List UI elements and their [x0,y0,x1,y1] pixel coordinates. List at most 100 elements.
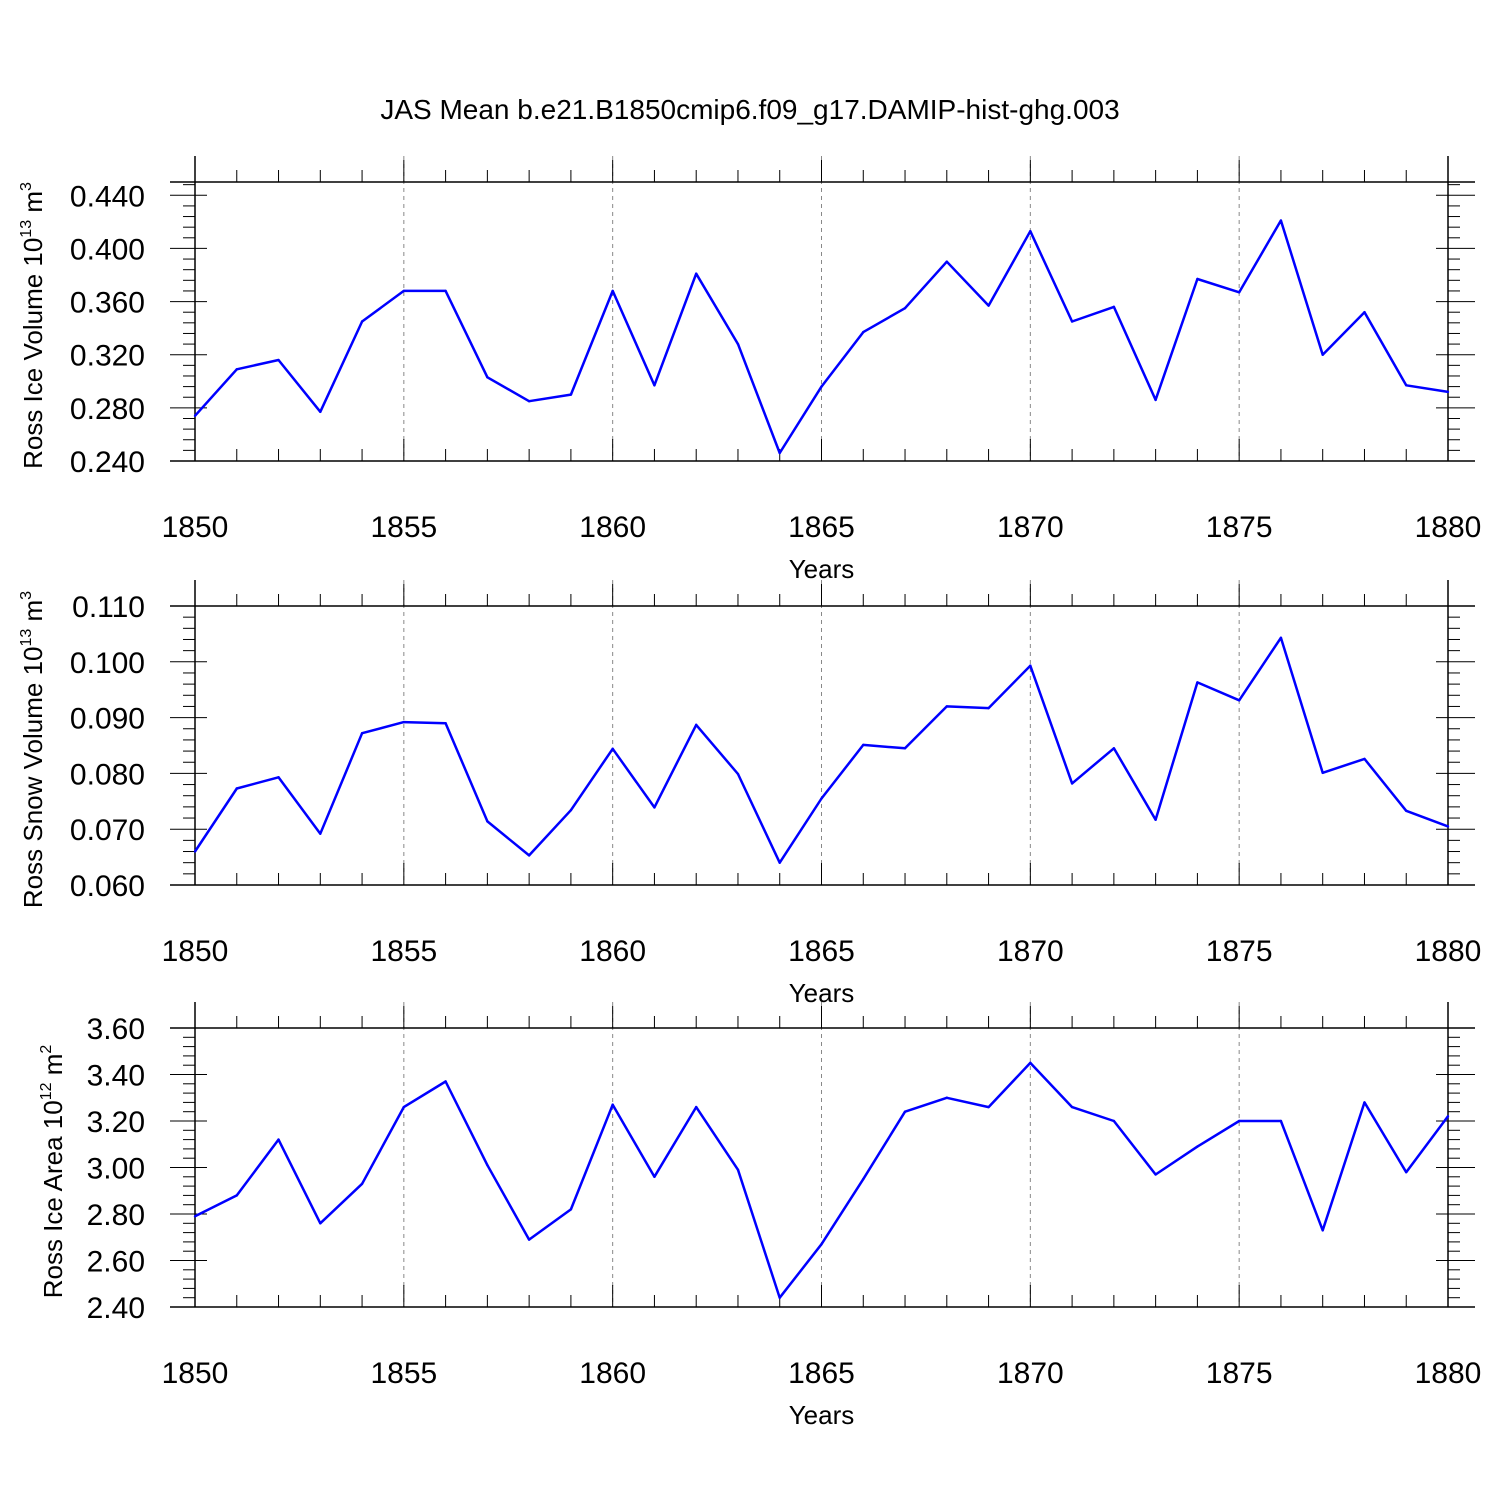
data-point [820,385,823,388]
data-point [820,1243,823,1246]
y-tick-label: 3.00 [87,1153,145,1186]
y-axis-title-text: Ross Ice Volume 10 [18,238,48,469]
data-point [1405,384,1408,387]
x-tick-label: 1855 [370,1357,437,1390]
x-tick-label: 1855 [370,935,437,968]
x-tick-label: 1860 [579,935,646,968]
data-point [527,854,531,857]
data-point [695,1105,698,1109]
data-point [987,706,990,710]
y-axis-title-unit: m [18,191,48,220]
data-point [1070,1105,1074,1109]
data-point [736,772,740,776]
y-tick-label: 0.440 [70,180,145,213]
y-axis-title-unit-exponent: 2 [38,1045,55,1054]
x-axis-title: Years [789,554,855,584]
y-axis-title: Ross Ice Volume 1013 m3 [18,182,48,469]
data-point [611,747,614,751]
y-tick-label: 0.360 [70,287,145,320]
data-point [402,289,406,293]
y-tick-label: 0.100 [70,647,145,680]
data-point [569,1208,573,1211]
y-axis-title-exponent: 13 [18,220,35,238]
data-point [653,806,656,809]
x-tick-label: 1875 [1206,511,1273,544]
panel-3: 2.40 2.60 2.80 3.00 3.20 3.40 3.60 1850 1855 1860… [38,1002,1481,1430]
y-axis-title-unit-exponent: 3 [18,591,35,600]
data-point [444,289,447,293]
data-point [235,1194,238,1197]
data-point [569,393,573,396]
data-point [1112,1119,1116,1123]
data-point [319,832,322,835]
data-point [527,1238,531,1241]
y-axis-title-exponent: 12 [38,1082,55,1100]
data-point [1321,1229,1324,1232]
y-tick-label: 0.090 [70,703,145,736]
data-point [277,358,280,362]
panel-1: 0.240 0.280 0.320 0.360 0.400 0.440 1850 1855 18… [18,156,1481,584]
y-tick-label: 2.60 [87,1246,145,1279]
data-point [193,1215,197,1218]
y-axis-title-unit-exponent: 3 [18,182,35,191]
data-point [862,330,865,334]
data-point [736,1168,740,1172]
y-tick-label: 2.40 [87,1292,145,1325]
y-axis-title-unit: m [38,1054,68,1083]
data-point [402,720,406,724]
data-point [1321,353,1324,356]
data-point [360,732,364,735]
data-point [1237,291,1241,294]
data-point [1279,1119,1283,1123]
data-point [1196,681,1199,684]
data-point [1154,818,1157,821]
y-axis-title-text: Ross Ice Area 10 [38,1100,68,1298]
data-point [1405,809,1408,812]
data-point [903,1110,907,1113]
panel-2: 0.060 0.070 0.080 0.090 0.100 0.110 1850 1855 18… [18,580,1481,1008]
chart-title: JAS Mean b.e21.B1850cmip6.f09_g17.DAMIP-… [380,94,1119,125]
data-point [402,1105,406,1109]
y-tick-label: 3.60 [87,1013,145,1046]
data-point [862,743,865,747]
data-point [277,1138,280,1141]
data-point [1070,320,1074,323]
x-tick-label: 1875 [1206,935,1273,968]
data-point [319,410,322,414]
x-tick-label: 1870 [997,935,1064,968]
data-point [778,861,781,864]
data-point [1029,1061,1032,1065]
data-point [1279,636,1283,640]
data-point [945,1096,948,1099]
y-tick-label: 0.240 [70,446,145,479]
data-point [1363,311,1366,314]
y-axis-title-unit: m [18,600,48,629]
data-point [360,320,364,323]
data-point [611,289,614,293]
y-axis-title: Ross Ice Area 1012 m2 [38,1045,68,1299]
x-tick-label: 1865 [788,511,855,544]
data-point [1196,1145,1199,1148]
data-point [945,705,948,708]
data-point [987,1105,990,1109]
data-point [1405,1170,1408,1174]
y-tick-label: 0.080 [70,758,145,791]
data-point [903,747,907,750]
y-tick-label: 0.060 [70,870,145,903]
y-axis-title: Ross Snow Volume 1013 m3 [18,591,48,908]
data-point [862,1177,865,1181]
data-point [319,1222,322,1225]
x-tick-label: 1855 [370,511,437,544]
y-tick-label: 3.40 [87,1060,145,1093]
data-point [653,1175,656,1179]
data-point [1446,825,1450,828]
data-point [1446,390,1450,394]
data-point [1446,1115,1450,1118]
data-point [695,723,698,727]
x-tick-label: 1850 [162,935,229,968]
data-point [1112,305,1116,309]
data-point [486,376,489,379]
y-tick-label: 2.80 [87,1199,145,1232]
x-tick-label: 1850 [162,511,229,544]
